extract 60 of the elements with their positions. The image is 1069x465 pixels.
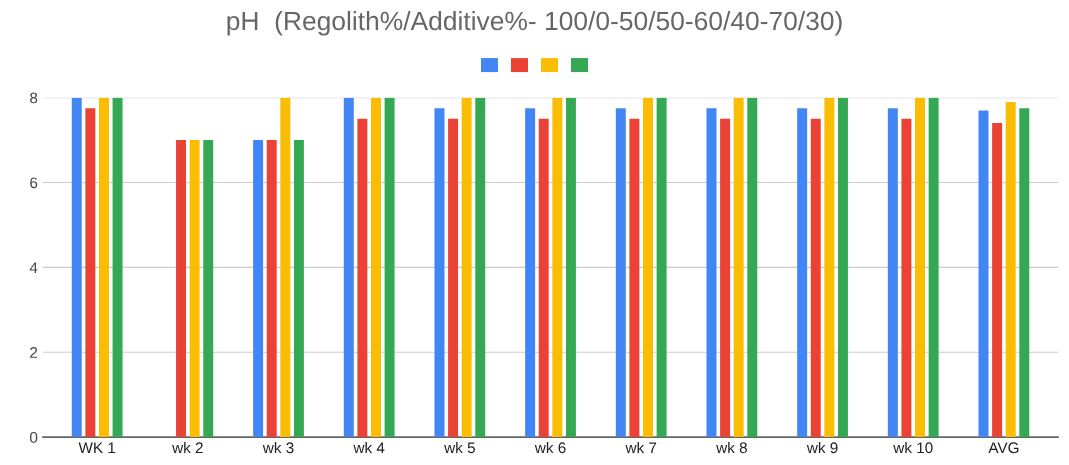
bar	[643, 97, 653, 438]
bar	[656, 97, 667, 438]
x-tick-label: wk 8	[716, 441, 747, 454]
bar	[434, 108, 445, 438]
bar	[475, 97, 486, 438]
bar	[928, 97, 939, 438]
bar	[538, 118, 549, 438]
x-tick-label: AVG	[988, 442, 1019, 454]
bar	[1005, 101, 1016, 438]
x-tick-label: wk 10	[893, 441, 933, 454]
bar	[747, 97, 758, 438]
bar	[629, 118, 640, 438]
x-tick-label: wk 5	[444, 441, 475, 454]
bar	[887, 108, 898, 438]
bar	[837, 97, 848, 438]
bar	[565, 97, 576, 438]
bar	[901, 118, 912, 438]
x-tick-label: wk 6	[534, 441, 566, 454]
bar	[461, 97, 472, 438]
bar	[203, 140, 214, 438]
bar	[384, 97, 395, 438]
bar	[552, 97, 563, 438]
x-tick-label: wk 3	[262, 441, 294, 454]
chart-title: pH (Regolith%/Additive%- 100/0-50/50-60/40-70/30)	[227, 10, 842, 36]
bar	[448, 118, 459, 438]
bar	[978, 110, 989, 438]
bar	[98, 97, 109, 438]
bar	[293, 140, 304, 438]
x-tick-label: wk 7	[625, 441, 657, 454]
bar	[915, 97, 926, 438]
bar	[253, 140, 264, 438]
y-tick-label: 2	[30, 347, 38, 358]
bar	[1019, 108, 1030, 438]
x-tick-label: wk 9	[806, 441, 838, 454]
bar	[371, 97, 381, 438]
y-tick-label: 6	[30, 177, 38, 189]
bar	[797, 108, 808, 438]
x-tick-label: wk 2	[172, 441, 203, 454]
bar	[824, 97, 835, 438]
y-tick-label: 8	[30, 92, 38, 104]
x-tick-label: WK 1	[78, 442, 116, 454]
x-tick-label: wk 4	[353, 441, 385, 454]
y-tick-label: 4	[29, 262, 38, 273]
bar	[85, 108, 96, 438]
bar	[343, 97, 354, 438]
bar	[992, 123, 1003, 438]
bar	[189, 140, 200, 438]
bar	[71, 97, 82, 438]
bar	[720, 118, 731, 438]
bar	[357, 118, 368, 438]
bar	[810, 118, 821, 438]
bar	[280, 97, 291, 438]
bar	[733, 97, 744, 438]
bar	[176, 140, 187, 438]
bar	[112, 97, 123, 438]
bar	[525, 108, 536, 438]
bar	[266, 140, 277, 438]
bar	[615, 108, 626, 438]
y-tick-label: 0	[30, 431, 38, 443]
bar	[706, 108, 717, 438]
